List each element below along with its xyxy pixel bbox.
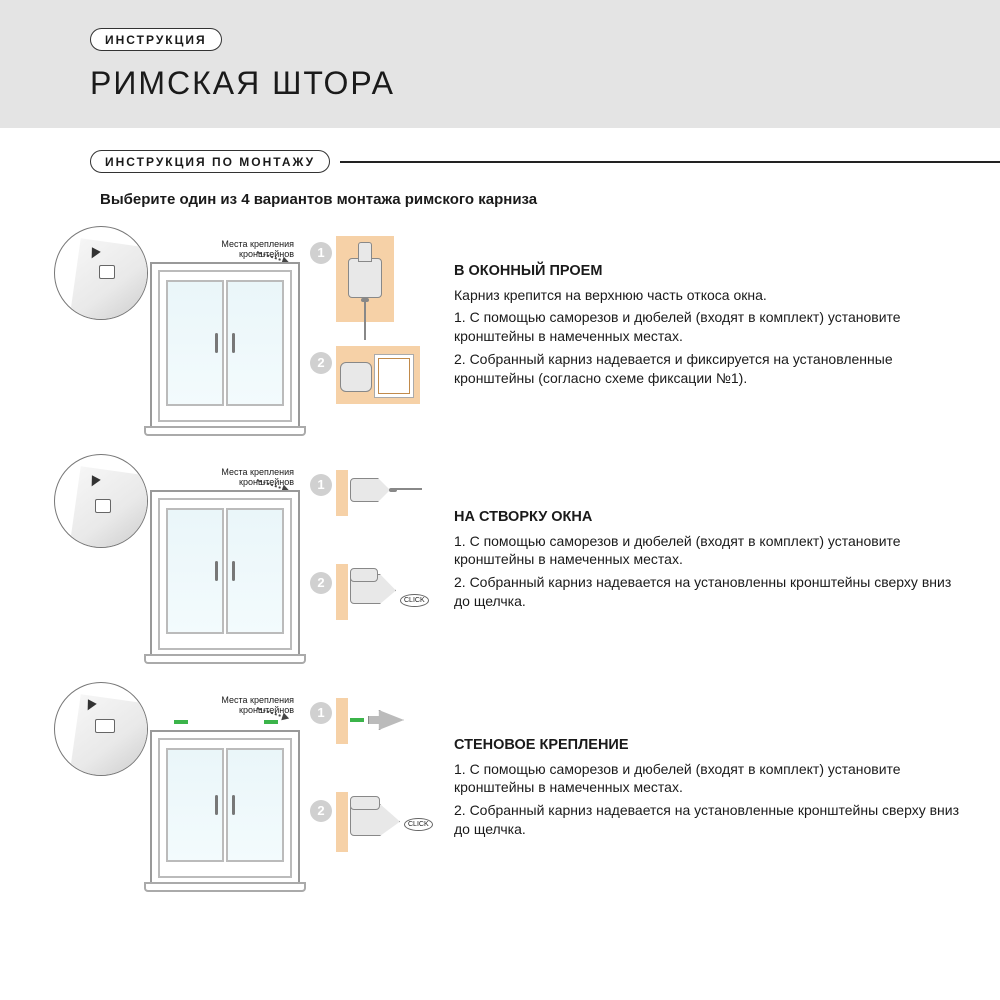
peach-bg xyxy=(336,564,348,620)
handle-icon xyxy=(215,333,218,353)
click-bubble: CLICK xyxy=(404,818,433,831)
window-pane xyxy=(166,748,224,862)
mount-option-3: Места креплениякронштейнов 1 2 xyxy=(100,690,960,890)
option-title: СТЕНОВОЕ КРЕПЛЕНИЕ xyxy=(454,736,960,756)
text-block-1: В ОКОННЫЙ ПРОЕМ Карниз крепится на верхн… xyxy=(454,234,960,392)
text-block-2: НА СТВОРКУ ОКНА 1. С помощью саморезов и… xyxy=(454,462,960,615)
window-pane xyxy=(166,280,224,406)
arrow-icon xyxy=(87,247,101,261)
bracket-icon xyxy=(99,265,115,279)
divider-line xyxy=(340,161,1000,163)
arrow-icon xyxy=(83,699,97,713)
rail-inner-icon xyxy=(378,358,410,394)
option-step: 2. Собранный карниз надевается на устано… xyxy=(454,801,960,839)
content: Выберите один из 4 вариантов монтажа рим… xyxy=(0,191,1000,890)
step-badge-1: 1 xyxy=(310,242,332,264)
green-mark-icon xyxy=(350,718,364,722)
rail-top-icon xyxy=(350,796,380,810)
window-diagram xyxy=(150,490,300,658)
step-badge-2: 2 xyxy=(310,352,332,374)
step-badge-2: 2 xyxy=(310,572,332,594)
option-step: 1. С помощью саморезов и дюбелей (входят… xyxy=(454,308,960,346)
bracket-icon xyxy=(95,719,115,733)
zoom-circle xyxy=(54,226,148,320)
window-pane xyxy=(226,748,284,862)
bracket-side-icon xyxy=(350,478,390,502)
handle-icon xyxy=(215,561,218,581)
window-pane xyxy=(226,508,284,634)
bracket-icon xyxy=(95,499,111,513)
window-pane xyxy=(226,280,284,406)
click-bubble: CLICK xyxy=(400,594,429,607)
screw-icon xyxy=(392,488,422,490)
header-banner: ИНСТРУКЦИЯ РИМСКАЯ ШТОРА xyxy=(0,0,1000,128)
doc-type-pill: ИНСТРУКЦИЯ xyxy=(90,28,222,51)
subheading: Выберите один из 4 вариантов монтажа рим… xyxy=(100,191,960,208)
window-pane xyxy=(166,508,224,634)
section-pill: ИНСТРУКЦИЯ ПО МОНТАЖУ xyxy=(90,150,330,173)
green-mark-icon xyxy=(264,720,278,724)
handle-icon xyxy=(215,795,218,815)
drill-arrow-icon xyxy=(368,710,404,730)
illustration-3: Места креплениякронштейнов 1 2 xyxy=(100,690,430,890)
detail-column: 1 2 xyxy=(310,236,430,436)
section-divider: ИНСТРУКЦИЯ ПО МОНТАЖУ xyxy=(0,150,1000,173)
mechanism-icon xyxy=(340,362,372,392)
option-lead: Карниз крепится на верхнюю часть откоса … xyxy=(454,286,960,305)
handle-icon xyxy=(232,561,235,581)
mechanism-top-icon xyxy=(358,242,372,262)
option-step: 1. С помощью саморезов и дюбелей (входят… xyxy=(454,760,960,798)
window-sill xyxy=(144,882,306,892)
step-badge-1: 1 xyxy=(310,474,332,496)
option-title: В ОКОННЫЙ ПРОЕМ xyxy=(454,262,960,282)
illustration-1: Места креплениякронштейнов 1 2 xyxy=(100,234,430,434)
mount-option-1: Места креплениякронштейнов 1 2 xyxy=(100,234,960,434)
illustration-2: Места креплениякронштейнов 1 2 xyxy=(100,462,430,662)
peach-bg xyxy=(336,470,348,516)
mount-option-2: Места креплениякронштейнов 1 2 xyxy=(100,462,960,662)
detail-column: 1 2 CLICK xyxy=(310,692,430,892)
detail-column: 1 2 CLICK xyxy=(310,464,430,664)
peach-bg xyxy=(336,698,348,744)
main-title: РИМСКАЯ ШТОРА xyxy=(90,65,1000,102)
handle-icon xyxy=(232,795,235,815)
option-step: 2. Собранный карниз надевается на устано… xyxy=(454,573,960,611)
window-sill xyxy=(144,426,306,436)
step-badge-1: 1 xyxy=(310,702,332,724)
zoom-circle xyxy=(54,454,148,548)
text-block-3: СТЕНОВОЕ КРЕПЛЕНИЕ 1. С помощью саморезо… xyxy=(454,690,960,843)
peach-bg xyxy=(336,792,348,852)
window-diagram xyxy=(150,730,300,886)
zoom-circle xyxy=(54,682,148,776)
arrow-icon xyxy=(87,475,101,489)
step-badge-2: 2 xyxy=(310,800,332,822)
rail-top-icon xyxy=(350,568,378,582)
handle-icon xyxy=(232,333,235,353)
screw-icon xyxy=(364,298,366,340)
option-step: 1. С помощью саморезов и дюбелей (входят… xyxy=(454,532,960,570)
option-title: НА СТВОРКУ ОКНА xyxy=(454,508,960,528)
window-sill xyxy=(144,654,306,664)
mechanism-icon xyxy=(348,258,382,298)
green-mark-icon xyxy=(174,720,188,724)
window-diagram xyxy=(150,262,300,430)
option-step: 2. Собранный карниз надевается и фиксиру… xyxy=(454,350,960,388)
